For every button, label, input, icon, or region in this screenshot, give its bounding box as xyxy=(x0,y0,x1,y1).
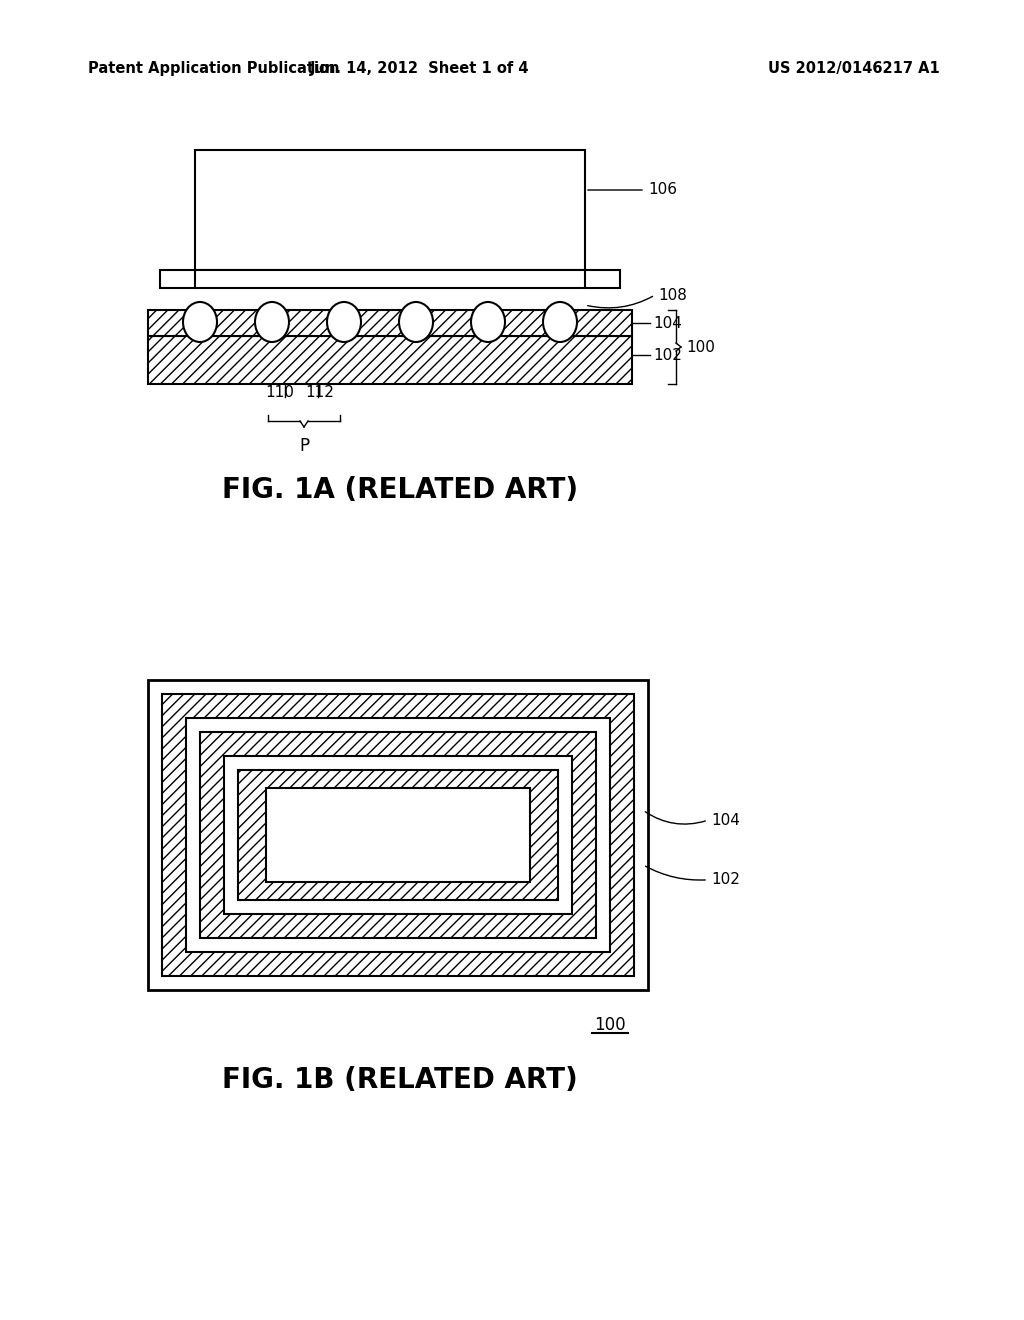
Text: US 2012/0146217 A1: US 2012/0146217 A1 xyxy=(768,61,940,75)
Text: 106: 106 xyxy=(648,182,677,198)
Text: 104: 104 xyxy=(711,813,740,828)
Bar xyxy=(162,694,634,975)
Ellipse shape xyxy=(255,302,289,342)
Text: FIG. 1A (RELATED ART): FIG. 1A (RELATED ART) xyxy=(222,477,579,504)
Ellipse shape xyxy=(399,302,433,342)
Bar xyxy=(238,770,558,900)
Text: 110: 110 xyxy=(265,385,295,400)
Bar xyxy=(160,271,620,288)
Text: P: P xyxy=(299,437,309,455)
Text: Jun. 14, 2012  Sheet 1 of 4: Jun. 14, 2012 Sheet 1 of 4 xyxy=(310,61,529,75)
Ellipse shape xyxy=(327,302,361,342)
Text: Patent Application Publication: Patent Application Publication xyxy=(88,61,340,75)
Text: 102: 102 xyxy=(653,347,682,363)
Text: FIG. 1B (RELATED ART): FIG. 1B (RELATED ART) xyxy=(222,1067,578,1094)
Ellipse shape xyxy=(471,302,505,342)
Bar xyxy=(266,788,530,882)
Text: 100: 100 xyxy=(686,339,715,355)
Bar xyxy=(148,310,632,337)
Bar xyxy=(224,756,572,913)
Bar xyxy=(148,680,648,990)
Ellipse shape xyxy=(543,302,577,342)
Bar xyxy=(200,733,596,939)
Bar xyxy=(148,337,632,384)
Text: 108: 108 xyxy=(658,288,687,302)
Text: 112: 112 xyxy=(305,385,335,400)
Text: 100: 100 xyxy=(594,1016,626,1034)
Bar xyxy=(186,718,610,952)
Text: 104: 104 xyxy=(653,315,682,330)
Bar xyxy=(195,150,585,271)
Ellipse shape xyxy=(183,302,217,342)
Text: 102: 102 xyxy=(711,873,740,887)
